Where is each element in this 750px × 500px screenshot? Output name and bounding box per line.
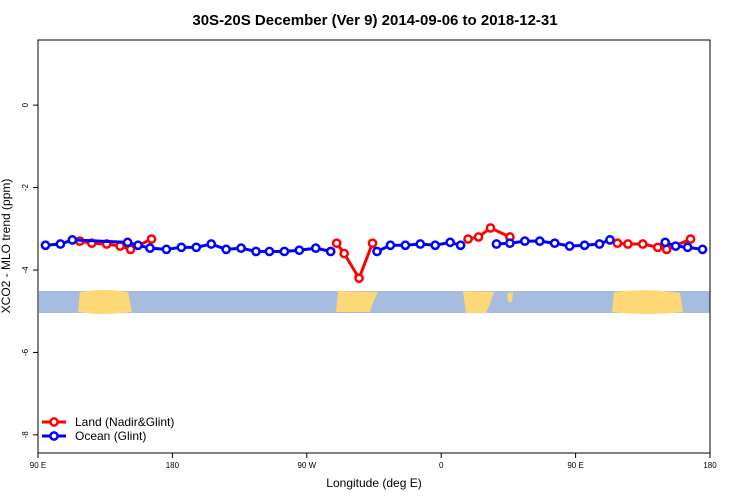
data-point bbox=[579, 240, 590, 251]
data-point bbox=[660, 237, 671, 248]
land-blob bbox=[463, 291, 494, 313]
y-tick-label: -6 bbox=[21, 348, 30, 356]
data-point bbox=[623, 239, 633, 249]
data-point bbox=[400, 240, 411, 251]
x-tick-label: 90 W bbox=[297, 461, 316, 470]
data-point bbox=[564, 241, 575, 251]
data-point bbox=[122, 237, 133, 248]
legend-marker bbox=[49, 417, 59, 427]
data-point bbox=[637, 239, 648, 249]
data-point bbox=[430, 240, 441, 251]
y-tick-label: -2 bbox=[21, 183, 30, 191]
data-point bbox=[133, 240, 143, 251]
chart-title: 30S-20S December (Ver 9) 2014-09-06 to 2… bbox=[192, 12, 557, 29]
data-point bbox=[605, 235, 615, 245]
data-point bbox=[697, 244, 708, 255]
x-tick-label: 180 bbox=[166, 461, 180, 470]
data-point bbox=[339, 248, 349, 259]
legend-label: Land (Nadir&Glint) bbox=[75, 415, 174, 429]
data-point bbox=[491, 239, 502, 249]
data-point bbox=[455, 240, 466, 251]
land-blob bbox=[612, 290, 683, 314]
data-point bbox=[534, 236, 545, 246]
data-point bbox=[670, 241, 681, 251]
data-point bbox=[485, 223, 496, 233]
data-point bbox=[473, 232, 484, 242]
data-point bbox=[372, 246, 382, 257]
data-point bbox=[652, 242, 663, 253]
data-point bbox=[221, 244, 232, 255]
data-point bbox=[264, 246, 275, 257]
ocean-strip bbox=[39, 291, 710, 313]
data-point bbox=[236, 243, 246, 253]
data-point bbox=[354, 273, 364, 284]
data-point bbox=[146, 234, 157, 244]
data-point bbox=[463, 234, 473, 244]
data-point bbox=[55, 239, 66, 249]
data-point bbox=[67, 235, 78, 245]
data-point bbox=[294, 245, 305, 256]
legend-marker bbox=[49, 431, 59, 441]
data-point bbox=[549, 238, 560, 249]
x-tick-label: 0 bbox=[439, 461, 444, 470]
data-point bbox=[331, 238, 342, 249]
data-point bbox=[310, 243, 321, 253]
data-point bbox=[415, 239, 426, 249]
x-axis-label: Longitude (deg E) bbox=[326, 476, 421, 490]
data-point bbox=[385, 240, 396, 251]
data-point bbox=[206, 239, 217, 249]
data-point bbox=[612, 238, 623, 249]
x-tick-label: 180 bbox=[703, 461, 717, 470]
map-strip bbox=[39, 290, 710, 314]
y-tick-label: -8 bbox=[21, 431, 30, 439]
data-point bbox=[685, 234, 696, 244]
data-point bbox=[519, 236, 530, 246]
data-point bbox=[145, 243, 155, 253]
data-point bbox=[251, 246, 261, 257]
legend-label: Ocean (Glint) bbox=[75, 429, 146, 443]
y-tick-label: 0 bbox=[21, 102, 30, 107]
data-point bbox=[367, 238, 378, 249]
data-point bbox=[191, 242, 202, 253]
data-point bbox=[505, 238, 515, 249]
land-blob bbox=[507, 292, 513, 302]
data-point bbox=[279, 246, 290, 257]
x-tick-label: 90 E bbox=[567, 461, 583, 470]
land-blob bbox=[78, 290, 132, 314]
series-line bbox=[79, 226, 692, 282]
data-point bbox=[325, 246, 336, 257]
y-axis-label: XCO2 - MLO trend (ppm) bbox=[0, 179, 13, 314]
plot-frame bbox=[37, 39, 711, 454]
data-point bbox=[445, 237, 456, 248]
land-blob bbox=[336, 291, 378, 312]
y-tick-label: -4 bbox=[21, 266, 30, 274]
data-point bbox=[682, 242, 693, 253]
data-point bbox=[176, 242, 187, 253]
data-point bbox=[161, 244, 172, 255]
data-point bbox=[594, 239, 605, 249]
x-tick-label: 90 E bbox=[30, 461, 46, 470]
data-point bbox=[40, 240, 51, 251]
